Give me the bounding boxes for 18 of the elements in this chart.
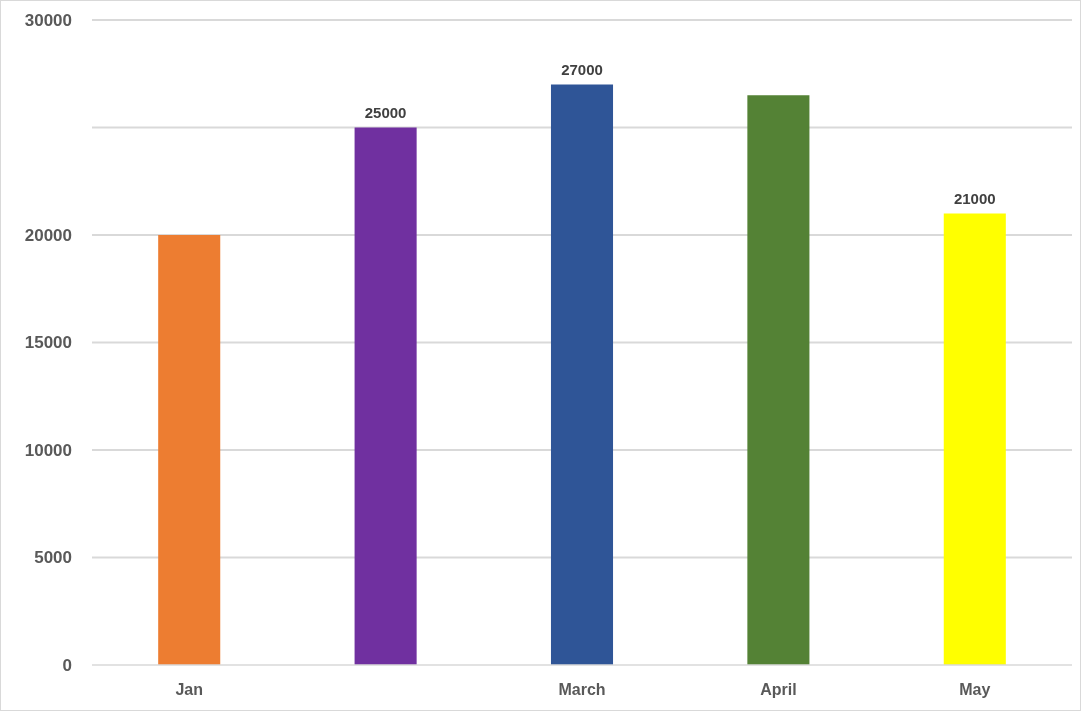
x-tick-label: April: [760, 681, 797, 698]
x-tick-label: May: [959, 681, 991, 698]
x-tick-label: Jan: [175, 681, 203, 698]
bar: [550, 84, 614, 665]
y-tick-label: 10000: [24, 440, 72, 460]
data-label: 21000: [953, 189, 996, 207]
bar: [158, 235, 221, 665]
bar: [354, 127, 417, 665]
data-label: 25000: [364, 103, 407, 121]
bar: [943, 213, 1006, 665]
y-tick-label: 0: [62, 655, 72, 675]
y-tick-label: 5000: [34, 548, 72, 568]
data-label: 27000: [561, 60, 603, 78]
y-tick-label: 20000: [24, 225, 72, 245]
x-tick-label: March: [558, 681, 606, 698]
bar: [747, 95, 810, 665]
y-tick-label: 30000: [24, 10, 72, 30]
y-tick-label: 15000: [24, 333, 72, 353]
